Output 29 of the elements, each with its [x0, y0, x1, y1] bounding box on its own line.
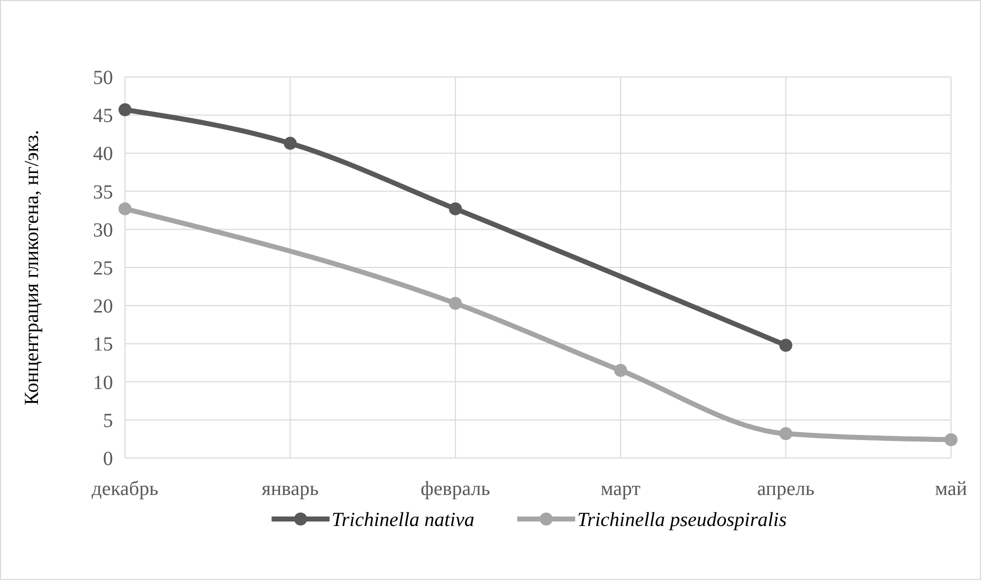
- y-tick-label: 35: [93, 181, 113, 204]
- legend-label: Trichinella nativa: [332, 509, 474, 531]
- y-tick-label: 20: [93, 296, 113, 318]
- y-tick-label: 0: [103, 448, 113, 470]
- legend-label: Trichinella pseudospiralis: [577, 509, 787, 531]
- point: [448, 202, 462, 216]
- point: [448, 296, 462, 310]
- y-tick-label: 25: [93, 258, 113, 280]
- point: [118, 202, 132, 216]
- y-tick-label: 50: [93, 67, 113, 89]
- y-tick-label: 30: [93, 219, 113, 242]
- x-tick-label: январь: [262, 478, 319, 500]
- x-tick-label: декабрь: [92, 478, 158, 500]
- y-tick-label: 5: [103, 410, 113, 432]
- y-tick-label: 10: [93, 372, 113, 394]
- y-tick-label: 45: [93, 105, 113, 128]
- point: [944, 433, 958, 446]
- x-tick-label: март: [600, 478, 641, 500]
- x-tick-label: февраль: [420, 478, 490, 500]
- x-tick-label: апрель: [757, 478, 814, 500]
- point: [118, 103, 132, 116]
- point: [614, 364, 628, 377]
- point: [779, 427, 792, 440]
- x-tick-label: май: [934, 478, 968, 500]
- point: [779, 338, 792, 352]
- y-tick-label: 15: [93, 334, 113, 356]
- y-axis-title: Концентрация гликогена, нг/экз.: [21, 130, 43, 406]
- y-tick-label: 40: [93, 143, 113, 166]
- point: [284, 136, 297, 150]
